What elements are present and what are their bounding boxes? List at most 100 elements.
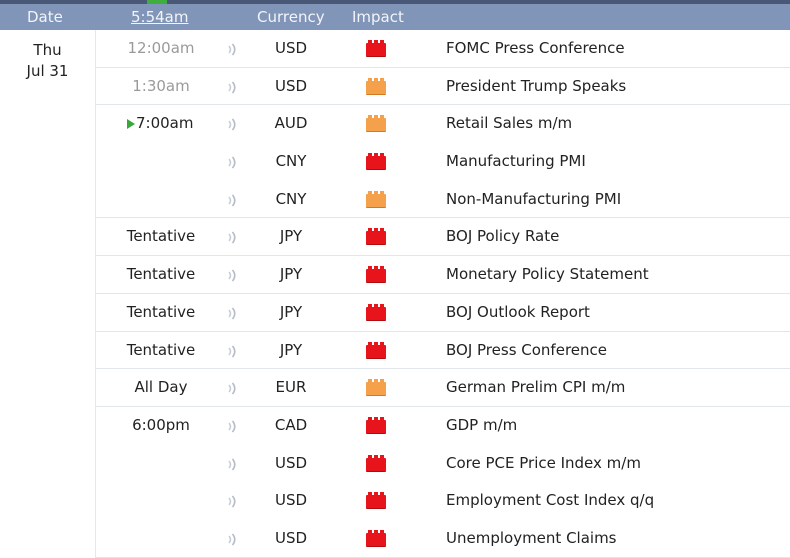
event-time-label: 1:30am <box>132 76 190 95</box>
event-title[interactable]: President Trump Speaks <box>446 76 627 95</box>
table-row[interactable]: USD Core PCE Price Index m/m <box>96 445 790 483</box>
currency-code: AUD <box>274 114 308 133</box>
high-impact-folder-icon <box>366 266 386 284</box>
event-title[interactable]: BOJ Outlook Report <box>446 302 590 321</box>
event-time: 12:00am <box>96 30 226 68</box>
sound-alert-icon[interactable] <box>227 520 239 558</box>
currency-column-header: Currency <box>257 8 325 26</box>
event-title[interactable]: Manufacturing PMI <box>446 152 586 171</box>
events-table: 12:00am USD FOMC Press Conference 1:30am USD… <box>96 30 790 558</box>
impact-icon[interactable] <box>366 218 386 256</box>
weekday-label: Thu <box>33 41 62 59</box>
currency-code: EUR <box>275 378 307 397</box>
event-title[interactable]: BOJ Policy Rate <box>446 227 560 246</box>
currency-code: CNY <box>275 189 307 208</box>
medium-impact-folder-icon <box>366 77 386 95</box>
high-impact-folder-icon <box>366 341 386 359</box>
event-title[interactable]: Monetary Policy Statement <box>446 265 649 284</box>
event-title[interactable]: Unemployment Claims <box>446 528 617 547</box>
table-row[interactable]: 1:30am USD President Trump Speaks <box>96 68 790 106</box>
event-time-label: 6:00pm <box>132 415 190 434</box>
sound-alert-icon[interactable] <box>227 256 239 294</box>
table-row[interactable]: USD Employment Cost Index q/q <box>96 482 790 520</box>
impact-icon[interactable] <box>366 105 386 143</box>
event-time: 6:00pm <box>96 407 226 445</box>
impact-icon[interactable] <box>366 445 386 483</box>
table-row[interactable]: USD Unemployment Claims <box>96 520 790 558</box>
impact-icon[interactable] <box>366 30 386 68</box>
event-time: Tentative <box>96 294 226 332</box>
event-time: Tentative <box>96 256 226 294</box>
event-title[interactable]: Retail Sales m/m <box>446 114 573 133</box>
sound-alert-icon[interactable] <box>227 143 239 181</box>
event-time-label: All Day <box>134 378 188 397</box>
currency-code: USD <box>274 39 308 57</box>
event-time: All Day <box>96 369 226 407</box>
calendar-header: Date 5:54am Currency Impact <box>0 4 790 30</box>
table-row[interactable]: CNY Manufacturing PMI <box>96 143 790 181</box>
impact-icon[interactable] <box>366 520 386 558</box>
high-impact-folder-icon <box>366 303 386 321</box>
impact-icon[interactable] <box>366 332 386 370</box>
event-time-label: Tentative <box>126 340 196 359</box>
event-time-label: Tentative <box>126 227 196 246</box>
currency-code: USD <box>274 491 308 510</box>
impact-icon[interactable] <box>366 369 386 407</box>
event-time-label: Tentative <box>126 302 196 321</box>
sound-alert-icon[interactable] <box>227 294 239 332</box>
sound-alert-icon[interactable] <box>227 445 239 483</box>
high-impact-folder-icon <box>366 454 386 472</box>
table-row[interactable]: Tentative JPY BOJ Press Conference <box>96 332 790 370</box>
currency-code: USD <box>274 528 308 547</box>
sound-alert-icon[interactable] <box>227 105 239 143</box>
currency-code: JPY <box>279 340 303 359</box>
impact-icon[interactable] <box>366 407 386 445</box>
event-time <box>96 520 226 558</box>
event-title[interactable]: BOJ Press Conference <box>446 340 607 359</box>
event-time-label: 7:00am <box>136 114 194 133</box>
table-row[interactable]: Tentative JPY BOJ Policy Rate <box>96 218 790 257</box>
table-row[interactable]: Tentative JPY Monetary Policy Statement <box>96 256 790 294</box>
impact-icon[interactable] <box>366 256 386 294</box>
sound-alert-icon[interactable] <box>227 482 239 520</box>
event-time <box>96 143 226 181</box>
impact-icon[interactable] <box>366 482 386 520</box>
currency-code: CAD <box>274 415 308 434</box>
sound-alert-icon[interactable] <box>227 369 239 407</box>
currency-code: CNY <box>275 152 307 171</box>
date-cell: Thu Jul 31 <box>0 30 96 558</box>
current-time-link[interactable]: 5:54am <box>131 8 189 26</box>
impact-icon[interactable] <box>366 143 386 181</box>
impact-icon[interactable] <box>366 181 386 219</box>
table-row[interactable]: 7:00am AUD Retail Sales m/m <box>96 105 790 143</box>
sound-alert-icon[interactable] <box>227 68 239 106</box>
currency-code: USD <box>274 76 308 95</box>
table-row[interactable]: All Day EUR German Prelim CPI m/m <box>96 369 790 407</box>
impact-icon[interactable] <box>366 294 386 332</box>
table-row[interactable]: CNY Non-Manufacturing PMI <box>96 181 790 219</box>
table-row[interactable]: 12:00am USD FOMC Press Conference <box>96 30 790 68</box>
next-event-arrow-icon <box>127 119 135 130</box>
sound-alert-icon[interactable] <box>227 30 239 68</box>
high-impact-folder-icon <box>366 529 386 547</box>
event-time <box>96 445 226 483</box>
sound-alert-icon[interactable] <box>227 407 239 445</box>
event-time-label: 12:00am <box>127 39 195 57</box>
high-impact-folder-icon <box>366 153 386 171</box>
sound-alert-icon[interactable] <box>227 218 239 256</box>
table-row[interactable]: Tentative JPY BOJ Outlook Report <box>96 294 790 332</box>
event-title[interactable]: German Prelim CPI m/m <box>446 378 626 397</box>
event-title[interactable]: Employment Cost Index q/q <box>446 491 655 510</box>
medium-impact-folder-icon <box>366 379 386 397</box>
event-title[interactable]: Core PCE Price Index m/m <box>446 453 641 472</box>
medium-impact-folder-icon <box>366 115 386 133</box>
event-time <box>96 482 226 520</box>
table-row[interactable]: 6:00pm CAD GDP m/m <box>96 407 790 445</box>
event-title[interactable]: GDP m/m <box>446 415 518 434</box>
sound-alert-icon[interactable] <box>227 181 239 219</box>
sound-alert-icon[interactable] <box>227 332 239 370</box>
event-title[interactable]: FOMC Press Conference <box>446 39 625 57</box>
event-time <box>96 181 226 219</box>
event-title[interactable]: Non-Manufacturing PMI <box>446 189 622 208</box>
impact-icon[interactable] <box>366 68 386 106</box>
